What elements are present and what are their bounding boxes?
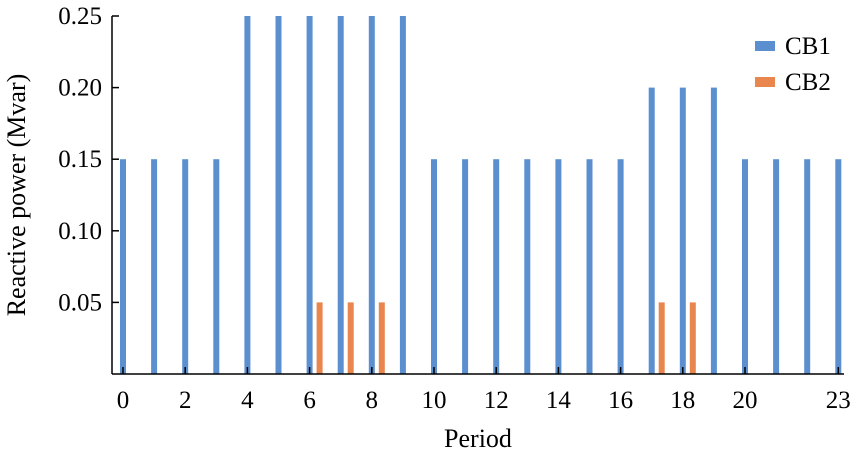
bar-cb2-period-7 xyxy=(347,302,354,374)
y-tick-label: 0.15 xyxy=(58,146,102,173)
y-ticks: 0.05 0.10 0.15 0.20 0.25 xyxy=(58,3,119,316)
bar-cb2-period-6 xyxy=(316,302,323,374)
bar-cb1-period-10 xyxy=(431,159,437,374)
bar-cb1-period-13 xyxy=(524,159,531,374)
bar-cb2-period-8 xyxy=(378,302,385,374)
y-tick-label: 0.10 xyxy=(58,218,102,245)
bar-cb1-period-12 xyxy=(493,159,500,374)
bar-cb1-period-6 xyxy=(306,16,313,374)
legend-swatch-cb1 xyxy=(755,41,775,51)
axes-layer xyxy=(111,16,844,375)
bar-cb1-period-19 xyxy=(710,87,717,374)
bar-cb1-period-18 xyxy=(679,87,686,374)
x-tick-label: 2 xyxy=(179,387,192,414)
bar-cb1-period-5 xyxy=(275,16,282,374)
x-tick-label: 16 xyxy=(608,387,633,414)
bar-cb1-period-8 xyxy=(368,16,375,374)
x-tick-label: 12 xyxy=(484,387,509,414)
bar-cb1-period-11 xyxy=(462,159,469,374)
x-tick-label: 20 xyxy=(733,387,758,414)
bar-cb1-period-7 xyxy=(337,16,344,374)
bar-cb1-period-2 xyxy=(182,159,189,374)
y-tick-label: 0.05 xyxy=(58,289,102,316)
y-tick-label: 0.25 xyxy=(58,3,102,30)
bar-cb2-period-17 xyxy=(658,302,665,374)
x-ticks: 0 2 4 6 8 10 12 14 16 18 20 23 xyxy=(117,367,851,414)
bar-cb1-period-14 xyxy=(555,159,562,374)
x-tick-label: 0 xyxy=(117,387,130,414)
bar-cb1-period-23 xyxy=(835,159,842,374)
x-tick-label: 14 xyxy=(546,387,572,414)
bar-cb1-period-16 xyxy=(617,159,624,374)
bars-layer xyxy=(120,16,842,374)
bar-cb1-period-15 xyxy=(586,159,593,374)
legend-label-cb1: CB1 xyxy=(785,33,831,60)
x-tick-label: 23 xyxy=(826,387,851,414)
bar-cb1-period-0 xyxy=(120,159,126,374)
bar-cb1-period-9 xyxy=(399,16,406,374)
x-tick-label: 10 xyxy=(422,387,447,414)
bar-cb1-period-1 xyxy=(151,159,158,374)
bar-cb1-period-17 xyxy=(648,87,655,374)
bar-cb1-period-21 xyxy=(773,159,780,374)
x-tick-label: 18 xyxy=(670,387,695,414)
bar-cb2-period-18 xyxy=(689,302,696,374)
legend-swatch-cb2 xyxy=(755,77,775,87)
x-tick-label: 6 xyxy=(303,387,316,414)
y-axis-title: Reactive power (Mvar) xyxy=(2,74,31,317)
bar-cb1-period-20 xyxy=(742,159,748,374)
y-tick-label: 0.20 xyxy=(58,75,102,102)
x-tick-label: 4 xyxy=(241,387,254,414)
bar-cb1-period-3 xyxy=(213,159,220,374)
bar-cb1-period-22 xyxy=(804,159,811,374)
x-tick-label: 8 xyxy=(366,387,379,414)
bar-cb1-period-4 xyxy=(244,16,251,374)
x-axis-title: Period xyxy=(444,424,512,453)
legend-label-cb2: CB2 xyxy=(785,69,831,96)
